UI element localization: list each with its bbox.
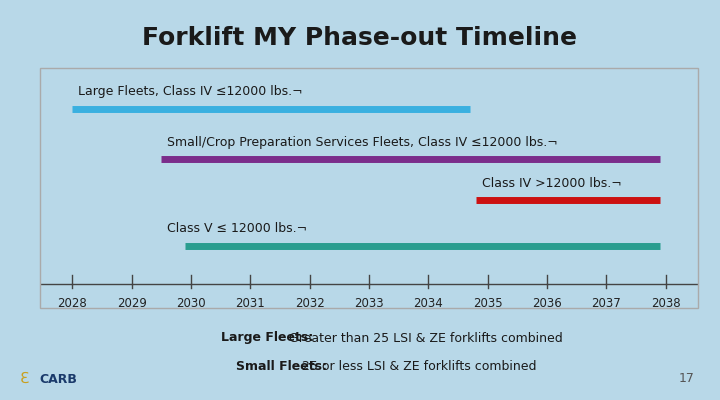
Text: Greater than 25 LSI & ZE forklifts combined: Greater than 25 LSI & ZE forklifts combi… [284,332,562,344]
Text: Class V ≤ 12000 lbs.¬: Class V ≤ 12000 lbs.¬ [167,222,307,235]
Text: 2033: 2033 [354,298,384,310]
Text: 2032: 2032 [294,298,325,310]
Text: Forklift MY Phase-out Timeline: Forklift MY Phase-out Timeline [143,26,577,50]
Text: Small/Crop Preparation Services Fleets, Class IV ≤12000 lbs.¬: Small/Crop Preparation Services Fleets, … [167,136,558,149]
Text: 2031: 2031 [235,298,265,310]
Text: 2034: 2034 [413,298,444,310]
Text: Large Fleets: Greater than 25 LSI & ZE forklifts combined: Large Fleets: Greater than 25 LSI & ZE f… [181,332,539,344]
Text: 2029: 2029 [117,298,147,310]
Text: 2035: 2035 [473,298,503,310]
Text: ℇ: ℇ [19,371,29,386]
Text: CARB: CARB [40,373,78,386]
Text: 17: 17 [679,372,695,384]
Text: Class IV >12000 lbs.¬: Class IV >12000 lbs.¬ [482,177,621,190]
Text: 25 or less LSI & ZE forklifts combined: 25 or less LSI & ZE forklifts combined [298,360,536,372]
Text: Large Fleets:: Large Fleets: [222,332,314,344]
Text: 2037: 2037 [592,298,621,310]
Text: Large Fleets, Class IV ≤12000 lbs.¬: Large Fleets, Class IV ≤12000 lbs.¬ [78,86,303,98]
Text: 2028: 2028 [58,298,87,310]
Text: Small Fleets:: Small Fleets: [236,360,327,372]
Text: 2036: 2036 [532,298,562,310]
Text: 2038: 2038 [651,298,680,310]
Text: 2030: 2030 [176,298,206,310]
